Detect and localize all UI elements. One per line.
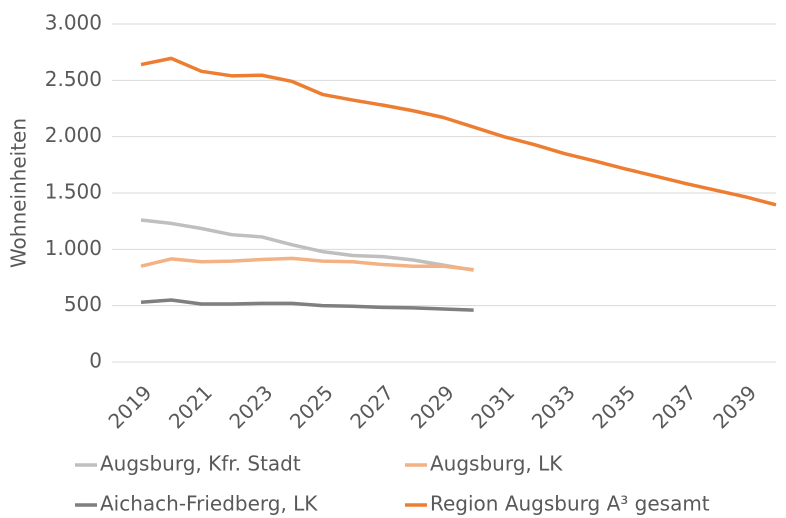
legend-label: Region Augsburg A³ gesamt (430, 492, 710, 516)
x-tick-label: 2021 (164, 380, 217, 433)
series-line (140, 218, 474, 272)
series-line (140, 256, 474, 272)
x-tick-label: 2035 (587, 380, 640, 433)
legend-label: Augsburg, LK (430, 452, 563, 476)
y-tick-label: 1.500 (45, 180, 102, 204)
x-tick-label: 2031 (466, 380, 519, 433)
series-line (140, 56, 777, 207)
x-tick-label: 2037 (648, 380, 701, 433)
y-tick-label: 3.000 (45, 11, 102, 35)
y-axis-title: Wohneinheiten (7, 118, 31, 268)
x-tick-label: 2023 (224, 380, 277, 433)
y-tick-label: 0 (89, 349, 102, 373)
y-tick-label: 1.000 (45, 236, 102, 260)
legend-label: Aichach-Friedberg, LK (100, 492, 318, 516)
x-tick-label: 2033 (527, 380, 580, 433)
x-tick-label: 2027 (345, 380, 398, 433)
legend-label: Augsburg, Kfr. Stadt (100, 452, 301, 476)
x-tick-label: 2039 (708, 380, 761, 433)
x-tick-label: 2025 (285, 380, 338, 433)
x-tick-label: 2019 (103, 380, 156, 433)
y-tick-label: 2.000 (45, 123, 102, 147)
y-tick-label: 500 (64, 292, 102, 316)
x-tick-label: 2029 (406, 380, 459, 433)
series-line (140, 298, 474, 312)
y-tick-label: 2.500 (45, 67, 102, 91)
